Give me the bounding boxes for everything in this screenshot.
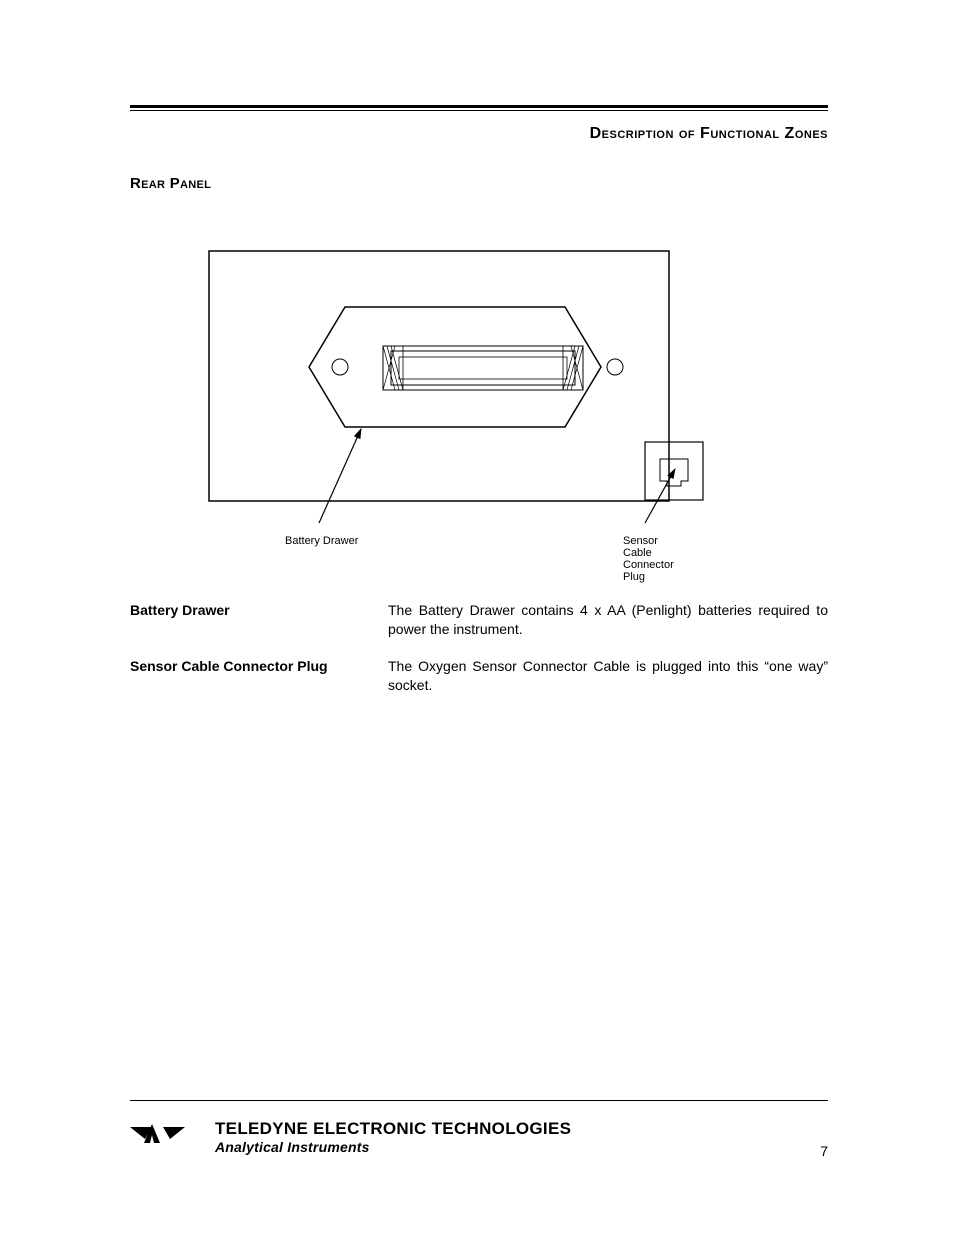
page-header-title: Description of Functional Zones <box>130 125 828 143</box>
teledyne-logo-icon <box>130 1121 185 1148</box>
definition-row: Sensor Cable Connector Plug The Oxygen S… <box>130 657 828 695</box>
footer-rule <box>130 1100 828 1101</box>
callout-sensor-plug: Sensor Cable Connector Plug <box>623 535 685 583</box>
page-number: 7 <box>820 1143 828 1159</box>
section-subheading: Rear Panel <box>130 175 828 192</box>
definition-description: The Oxygen Sensor Connector Cable is plu… <box>388 657 828 695</box>
definition-term: Sensor Cable Connector Plug <box>130 657 388 695</box>
footer-subtitle: Analytical Instruments <box>215 1139 828 1155</box>
definition-row: Battery Drawer The Battery Drawer contai… <box>130 601 828 639</box>
definition-description: The Battery Drawer contains 4 x AA (Penl… <box>388 601 828 639</box>
rear-panel-svg <box>205 247 725 529</box>
callout-battery-drawer: Battery Drawer <box>285 535 358 547</box>
header-rule <box>130 105 828 111</box>
rear-panel-figure: Battery Drawer Sensor Cable Connector Pl… <box>205 247 685 553</box>
page-footer: TELEDYNE ELECTRONIC TECHNOLOGIES Analyti… <box>130 1100 828 1155</box>
definitions-list: Battery Drawer The Battery Drawer contai… <box>130 601 828 695</box>
definition-term: Battery Drawer <box>130 601 388 639</box>
footer-company-name: TELEDYNE ELECTRONIC TECHNOLOGIES <box>215 1119 828 1139</box>
